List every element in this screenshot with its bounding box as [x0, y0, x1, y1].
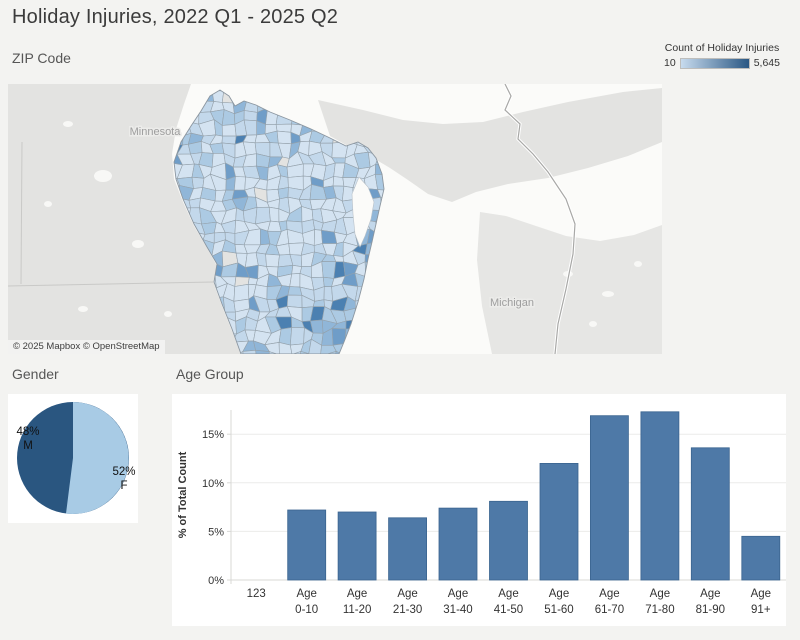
zip-cell[interactable] — [286, 294, 303, 309]
x-tick-label: Age — [751, 588, 771, 600]
x-tick-label: Age — [498, 588, 518, 600]
x-tick-label: 21-30 — [393, 604, 422, 616]
zip-cell[interactable] — [276, 130, 292, 145]
x-tick-label: Age — [650, 588, 670, 600]
x-tick-label: 41-50 — [494, 604, 523, 616]
zip-cell[interactable] — [243, 110, 258, 122]
zip-cell[interactable] — [298, 351, 313, 354]
zip-cell[interactable] — [320, 350, 337, 354]
zip-map[interactable]: Minnesota Michigan © 2025 Mapbox © OpenS… — [8, 84, 662, 354]
zip-cell[interactable] — [278, 342, 293, 354]
x-tick-label: 71-80 — [645, 604, 674, 616]
bar-age-21-30[interactable] — [388, 517, 428, 581]
zip-cell[interactable] — [264, 342, 280, 354]
x-tick-label: Age — [599, 588, 619, 600]
y-tick-label: 5% — [208, 526, 224, 538]
map-title: ZIP Code — [12, 50, 71, 66]
bar-age-51-60[interactable] — [539, 463, 579, 581]
zip-cell[interactable] — [332, 176, 345, 187]
x-tick-label: Age — [397, 588, 417, 600]
gender-chart-title: Gender — [12, 366, 59, 382]
zip-cell[interactable] — [323, 286, 334, 302]
age-bar-chart: 0% 5% 10% 15% % of Total Count 123 Age 0-10 Age 1… — [172, 394, 786, 626]
zip-cell[interactable] — [233, 176, 246, 191]
minnesota-land — [8, 84, 241, 354]
zip-cell[interactable] — [221, 124, 237, 137]
map-attribution[interactable]: © 2025 Mapbox © OpenStreetMap — [8, 340, 165, 354]
zip-cell[interactable] — [377, 189, 392, 198]
x-tick-label: 91+ — [751, 604, 771, 616]
bar-age-61-70[interactable] — [589, 415, 629, 581]
x-tick-label: 31-40 — [443, 604, 472, 616]
bar-age-11-20[interactable] — [337, 511, 377, 581]
legend-min-value: 10 — [664, 57, 676, 69]
x-tick-label: 81-90 — [696, 604, 725, 616]
pie-label-f: 52% F — [112, 466, 136, 492]
y-tick-label: 10% — [202, 478, 224, 490]
x-tick-label: 11-20 — [343, 604, 372, 616]
zip-cell[interactable] — [265, 253, 280, 268]
wisconsin-outline — [173, 89, 385, 354]
y-tick-label: 15% — [202, 429, 224, 441]
x-tick-label: Age — [700, 588, 720, 600]
color-legend: Count of Holiday Injuries 10 5,645 — [654, 42, 790, 69]
minnesota-label: Minnesota — [130, 126, 182, 138]
zip-cell[interactable] — [233, 283, 250, 302]
zip-cell[interactable] — [341, 185, 354, 202]
bar-age-81-90[interactable] — [690, 447, 730, 581]
zip-cell[interactable] — [291, 350, 302, 354]
zip-cell[interactable] — [308, 338, 322, 354]
x-tick-label: 0-10 — [295, 604, 318, 616]
age-chart-title: Age Group — [176, 366, 244, 382]
legend-gradient-bar[interactable] — [679, 57, 750, 69]
y-axis-title: % of Total Count — [177, 451, 189, 538]
zip-cell[interactable] — [278, 327, 293, 346]
x-tick-label: Age — [296, 588, 316, 600]
inland-lakes — [44, 121, 642, 327]
bar-age-41-50[interactable] — [489, 500, 528, 581]
gender-pie-chart: 48% M 52% F — [8, 394, 138, 523]
upper-peninsula-land — [318, 88, 662, 202]
dashboard-title: Holiday Injuries, 2022 Q1 - 2025 Q2 — [12, 6, 339, 28]
bar-age-91+[interactable] — [741, 535, 781, 581]
x-tick-label: 51-60 — [544, 604, 573, 616]
x-tick-label: 61-70 — [595, 604, 624, 616]
zip-cell[interactable] — [268, 206, 280, 223]
pie-label-m: 48% M — [16, 426, 40, 452]
zip-cell[interactable] — [289, 327, 305, 346]
bar-age-71-80[interactable] — [640, 411, 680, 581]
bar-age-31-40[interactable] — [438, 507, 478, 581]
zip-cell[interactable] — [321, 261, 337, 279]
green-bay-water — [351, 176, 375, 248]
legend-title: Count of Holiday Injuries — [664, 42, 780, 54]
legend-max-value: 5,645 — [753, 57, 780, 69]
state-border-lines — [8, 84, 577, 354]
michigan-label: Michigan — [490, 297, 534, 309]
bar-age-0-10[interactable] — [287, 509, 327, 581]
x-tick-label: Age — [448, 588, 468, 600]
zip-cell[interactable] — [242, 349, 258, 354]
y-tick-label: 0% — [208, 575, 224, 587]
x-tick-label: 123 — [247, 588, 266, 600]
x-tick-label: Age — [347, 588, 367, 600]
x-tick-label: Age — [549, 588, 569, 600]
pie-slice-f[interactable] — [66, 402, 129, 514]
zip-cell[interactable] — [191, 176, 205, 189]
zip-cell[interactable] — [289, 273, 301, 288]
michigan-land — [477, 212, 662, 354]
